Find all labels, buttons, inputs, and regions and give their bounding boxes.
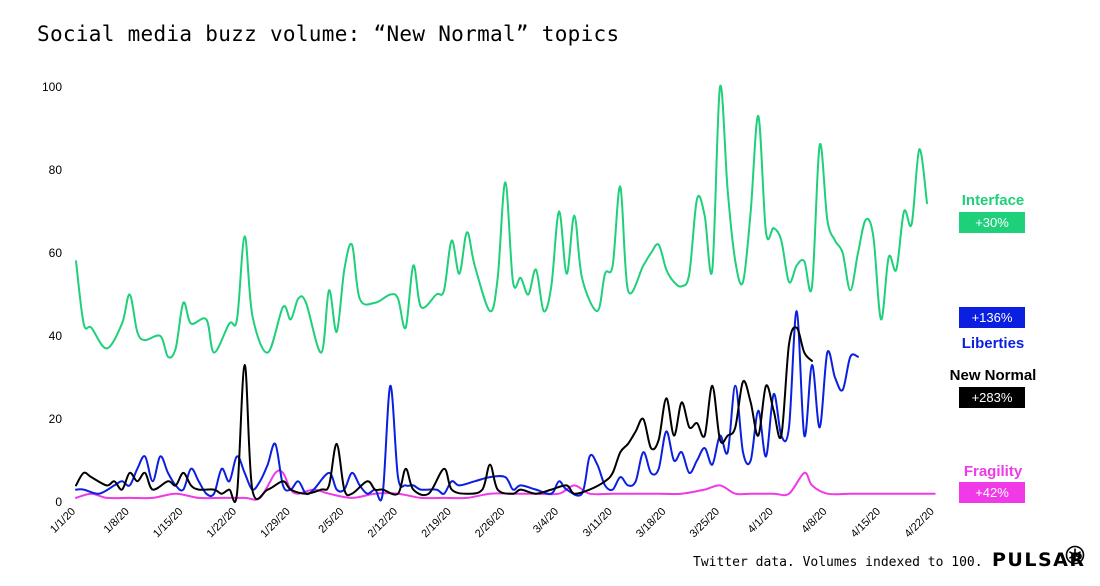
x-axis-ticks: 1/1/20 1/8/20 1/15/20 1/22/20 1/29/20 2/5/20 2…: [48, 506, 937, 540]
x-tick-label: 3/4/20: [531, 506, 561, 536]
chart-title: Social media buzz volume: “New Normal” t…: [37, 22, 620, 46]
series-line-fragility: [75, 469, 936, 501]
x-tick-label: 3/11/20: [581, 506, 615, 540]
series-end-labels: Interface +30% Liberties +136% New Normal +28…: [950, 192, 1037, 503]
legend-label-fragility: Fragility: [964, 463, 1023, 480]
x-tick-label: 2/19/20: [419, 506, 453, 540]
series-line-interface: [75, 84, 928, 359]
x-tick-label: 1/1/20: [48, 506, 78, 536]
pulsar-logo-icon: [1065, 545, 1085, 565]
source-note: Twitter data. Volumes indexed to 100.: [693, 555, 983, 570]
x-tick-label: 4/8/20: [799, 506, 829, 536]
y-tick-label: 100: [42, 80, 62, 94]
legend-label-interface: Interface: [962, 192, 1025, 209]
change-badge-fragility: [959, 482, 1025, 503]
change-badge-interface: [959, 212, 1025, 233]
change-value-interface: +30%: [975, 215, 1009, 230]
y-tick-label: 20: [49, 412, 63, 426]
y-tick-label: 80: [49, 163, 63, 177]
series-lines: [75, 84, 936, 503]
y-tick-label: 60: [49, 246, 63, 260]
legend-label-liberties: Liberties: [962, 335, 1025, 352]
x-tick-label: 1/15/20: [151, 506, 185, 540]
x-tick-label: 2/12/20: [366, 506, 400, 540]
brand-logo-text: PULSAR: [992, 549, 1086, 571]
x-tick-label: 4/15/20: [849, 506, 883, 540]
change-badge-liberties: [959, 307, 1025, 328]
y-tick-label: 0: [55, 495, 62, 509]
y-axis-ticks: 0 20 40 60 80 100: [42, 80, 62, 509]
change-badge-new-normal: [959, 387, 1025, 408]
x-tick-label: 3/25/20: [688, 506, 722, 540]
change-value-liberties: +136%: [972, 310, 1013, 325]
x-tick-label: 2/5/20: [316, 506, 346, 536]
x-tick-label: 4/22/20: [902, 506, 936, 540]
legend-label-new-normal: New Normal: [950, 367, 1037, 384]
x-tick-label: 1/8/20: [102, 506, 132, 536]
x-tick-label: 2/26/20: [473, 506, 507, 540]
series-line-new-normal: [75, 326, 813, 503]
x-tick-label: 4/1/20: [746, 506, 776, 536]
x-tick-label: 3/18/20: [634, 506, 668, 540]
x-tick-label: 1/29/20: [258, 506, 292, 540]
y-tick-label: 40: [49, 329, 63, 343]
change-value-fragility: +42%: [975, 485, 1009, 500]
series-line-liberties: [75, 310, 859, 502]
x-tick-label: 1/22/20: [205, 506, 239, 540]
change-value-new-normal: +283%: [972, 390, 1013, 405]
